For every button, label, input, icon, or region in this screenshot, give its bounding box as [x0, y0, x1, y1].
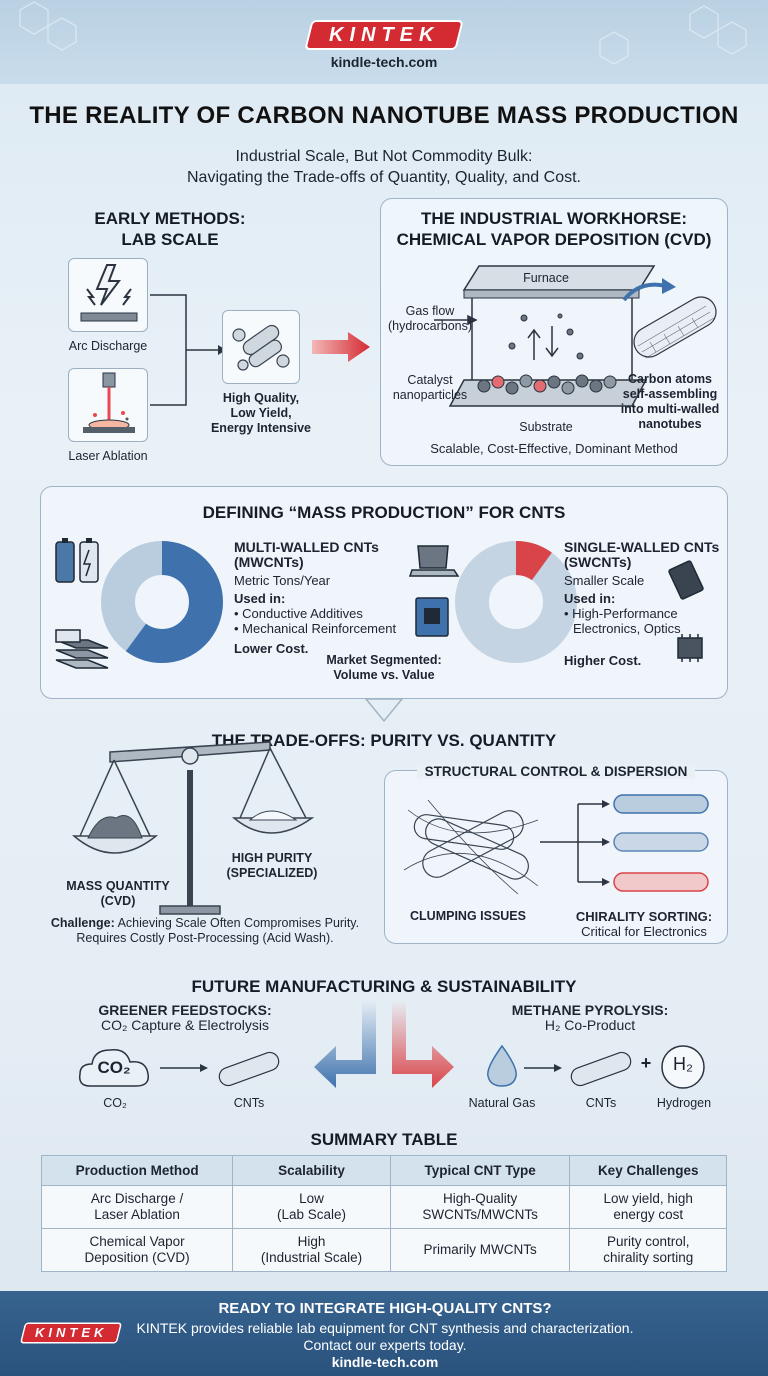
- column-header: Key Challenges: [569, 1155, 727, 1186]
- composite-layers-icon: [55, 629, 109, 669]
- methane-pyrolysis-label: METHANE PYROLYSIS: H₂ Co-Product: [511, 1002, 669, 1033]
- lightning-icon: [80, 264, 138, 322]
- table-cell: High-Quality SWCNTs/MWCNTs: [389, 1185, 571, 1229]
- mwcnt-donut-chart: [101, 541, 223, 663]
- chirality-sorting-diagram: [540, 794, 709, 892]
- microchip-board-icon: [415, 597, 449, 637]
- hydrogen-circle-icon: [661, 1045, 705, 1089]
- table-cell: Low yield, high energy cost: [569, 1185, 727, 1229]
- mwcnt-donut-segment: [101, 541, 223, 663]
- table-cell: Purity control, chirality sorting: [569, 1228, 727, 1272]
- table-row: Arc Discharge / Laser Ablation Low (Lab Sc…: [40, 1185, 727, 1229]
- hydrogen-circle-text: H₂: [673, 1054, 693, 1074]
- table-cell: Primarily MWCNTs: [389, 1228, 571, 1272]
- battery-icon: [55, 538, 99, 583]
- arc-discharge-label: Arc Discharge: [68, 339, 148, 353]
- cvd-furnace-diagram: [434, 265, 717, 407]
- cnt-left-icon: [218, 1051, 280, 1087]
- table-row: Chemical Vapor Deposition (CVD) High (Indu…: [40, 1228, 727, 1272]
- substrate-label: Substrate: [519, 420, 573, 434]
- page-title: THE REALITY OF CARBON NANOTUBE MASS PROD…: [29, 102, 739, 129]
- cvd-heading: THE INDUSTRIAL WORKHORSE: CHEMICAL VAPOR …: [396, 209, 712, 249]
- market-segmented-label: Market Segmented: Volume vs. Value: [326, 653, 442, 682]
- footer-kintek-logo[interactable]: KINTEK: [21, 1324, 121, 1342]
- footer-line1: KINTEK provides reliable lab equipment f…: [136, 1320, 634, 1336]
- greener-feedstocks-label: GREENER FEEDSTOCKS: CO₂ Capture & Electro…: [98, 1002, 272, 1033]
- mass-quantity-label: MASS QUANTITY (CVD): [66, 879, 170, 908]
- footer-cta: READY TO INTEGRATE HIGH-QUALITY CNTS?: [218, 1300, 552, 1317]
- cvd-footer-label: Scalable, Cost-Effective, Dominant Metho…: [430, 441, 678, 456]
- co2-to-cnt-arrow: [160, 1064, 208, 1072]
- diverging-arrows: [314, 1000, 454, 1088]
- lab-cnt-card: [222, 310, 300, 384]
- table-cell: Low (Lab Scale): [232, 1185, 391, 1229]
- tradeoffs-heading: THE TRADE-OFFS: PURITY VS. QUANTITY: [211, 731, 557, 750]
- sorted-tube-blue: [613, 794, 709, 814]
- column-header: Production Method: [40, 1155, 234, 1186]
- down-chevron-connector: [364, 698, 404, 723]
- furnace-label: Furnace: [523, 271, 569, 285]
- co2-label: CO₂: [103, 1096, 127, 1110]
- swcnt-donut-segment: [455, 541, 577, 663]
- summary-heading: SUMMARY TABLE: [310, 1130, 458, 1149]
- carbon-atoms-label: Carbon atoms self-assembling into multi-wa…: [620, 372, 720, 431]
- right-arrow-red: [312, 332, 370, 362]
- sorted-tube-light-blue: [613, 832, 709, 852]
- high-purity-label: HIGH PURITY (SPECIALIZED): [226, 851, 318, 880]
- footer-banner: KINTEK READY TO INTEGRATE HIGH-QUALITY C…: [0, 1291, 768, 1376]
- laser-icon: [83, 372, 135, 433]
- column-header: Typical CNT Type: [389, 1155, 571, 1186]
- clumped-nanotubes-icon: [403, 799, 539, 895]
- cnts-right-label: CNTs: [585, 1096, 617, 1110]
- catalyst-label: Catalyst nanoparticles: [392, 373, 468, 402]
- table-cell: Arc Discharge / Laser Ablation: [40, 1185, 234, 1229]
- column-header: Scalability: [232, 1155, 391, 1186]
- early-methods-heading: EARLY METHODS: LAB SCALE: [94, 209, 246, 249]
- co2-cloud-icon: [78, 1049, 149, 1087]
- hydrogen-label: Hydrogen: [656, 1096, 712, 1110]
- plus-sign: +: [640, 1053, 652, 1073]
- table-cell: Chemical Vapor Deposition (CVD): [40, 1228, 234, 1272]
- swcnt-info: SINGLE-WALLED CNTs (SWCNTs) Smaller Scal…: [564, 539, 720, 669]
- cnt-right-icon: [570, 1051, 632, 1087]
- lab-result-label: High Quality, Low Yield, Energy Intensive: [210, 391, 312, 435]
- gas-flow-label: Gas flow (hydrocarbons): [387, 304, 473, 333]
- arc-discharge-card: [68, 258, 148, 332]
- gas-to-cnt-arrow: [524, 1064, 562, 1072]
- clumping-label: CLUMPING ISSUES: [410, 909, 526, 923]
- future-heading: FUTURE MANUFACTURING & SUSTAINABILITY: [191, 977, 577, 996]
- footer-line2: Contact our experts today.: [303, 1337, 467, 1353]
- nanotube-bundle-icon: [232, 324, 290, 371]
- swcnt-donut-chart: [455, 541, 577, 663]
- hex-pattern-decoration: [19, 1, 747, 65]
- challenge-text: Challenge: Achieving Scale Often Comprom…: [50, 916, 360, 945]
- summary-table: Production Method Scalability Typical CN…: [40, 1155, 727, 1272]
- structural-control-heading: STRUCTURAL CONTROL & DISPERSION: [384, 764, 728, 779]
- mass-production-panel: [40, 486, 728, 699]
- table-cell: High (Industrial Scale): [232, 1228, 391, 1272]
- mwcnt-info: MULTI-WALLED CNTs (MWCNTs) Metric Tons/Y…: [234, 539, 397, 657]
- natural-gas-drop-icon: [487, 1044, 517, 1087]
- laser-ablation-label: Laser Ablation: [68, 449, 148, 463]
- chirality-label: CHIRALITY SORTING: Critical for Electroni…: [575, 909, 713, 939]
- natural-gas-label: Natural Gas: [468, 1096, 536, 1110]
- mass-production-heading: DEFINING “MASS PRODUCTION” FOR CNTS: [202, 503, 566, 522]
- footer-site-link[interactable]: kindle-tech.com: [331, 1354, 439, 1370]
- sorted-tube-red: [613, 872, 709, 892]
- processor-chip-icon: [677, 634, 703, 662]
- co2-cloud-text: CO₂: [97, 1058, 131, 1077]
- cnts-left-label: CNTs: [233, 1096, 265, 1110]
- page-subtitle: Industrial Scale, But Not Commodity Bulk…: [187, 148, 581, 186]
- laser-ablation-card: [68, 368, 148, 442]
- header-banner: KINTEK kindle-tech.com: [0, 0, 768, 84]
- header-site-link[interactable]: kindle-tech.com: [330, 54, 438, 70]
- circuit-board-icon: [668, 560, 704, 600]
- laptop-icon: [408, 545, 460, 577]
- balance-scale-diagram: [71, 741, 315, 915]
- table-header-row: Production Method Scalability Typical CN…: [40, 1155, 727, 1186]
